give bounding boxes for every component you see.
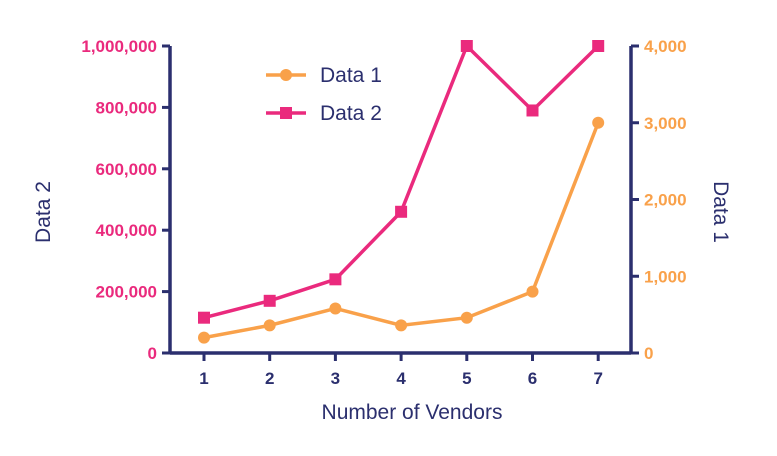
left-tick-label: 600,000 xyxy=(96,160,157,179)
legend-item-data-2: Data 2 xyxy=(266,102,382,125)
series-data-2 xyxy=(198,40,605,324)
right-axis-title: Data 1 xyxy=(709,181,732,243)
x-tick-label: 4 xyxy=(396,369,406,388)
left-axis-title: Data 2 xyxy=(32,181,55,243)
data-point-data-2 xyxy=(592,40,605,52)
left-tick-label: 400,000 xyxy=(96,221,157,240)
data-point-data-1 xyxy=(592,116,605,129)
right-tick-label: 1,000 xyxy=(644,267,687,286)
x-tick-label: 1 xyxy=(199,369,208,388)
x-tick-label: 6 xyxy=(528,369,537,388)
legend-label: Data 2 xyxy=(320,102,382,125)
legend-marker-square xyxy=(280,107,292,119)
axes xyxy=(162,44,639,361)
legend-label: Data 1 xyxy=(320,64,382,87)
data-point-data-1 xyxy=(395,319,408,332)
data-point-data-2 xyxy=(329,273,342,286)
x-tick-label: 3 xyxy=(331,369,340,388)
left-tick-label: 1,000,000 xyxy=(81,37,157,56)
data-point-data-2 xyxy=(395,205,408,218)
legend-item-data-1: Data 1 xyxy=(266,64,382,87)
right-tick-label: 2,000 xyxy=(644,191,687,210)
series-lines xyxy=(198,40,605,344)
x-axis-title: Number of Vendors xyxy=(322,401,503,424)
data-point-data-2 xyxy=(460,40,473,52)
legend-marker-circle xyxy=(280,69,292,81)
left-tick-label: 0 xyxy=(148,344,157,363)
legend: Data 1 Data 2 xyxy=(266,64,382,125)
series-data-1 xyxy=(198,116,605,344)
x-tick-label: 5 xyxy=(462,369,471,388)
right-tick-label: 0 xyxy=(644,344,653,363)
right-tick-label: 3,000 xyxy=(644,114,687,133)
data-point-data-2 xyxy=(198,311,210,324)
data-point-data-2 xyxy=(526,104,539,117)
data-point-data-1 xyxy=(329,302,342,315)
series-line-data-1 xyxy=(203,122,600,340)
data-point-data-1 xyxy=(263,319,276,332)
tick-labels: 0 200,000 400,000 600,000 800,000 1,000,000 0 1… xyxy=(81,37,686,388)
data-point-data-1 xyxy=(526,285,539,298)
data-point-data-2 xyxy=(263,294,276,307)
x-tick-label: 2 xyxy=(265,369,274,388)
left-tick-label: 200,000 xyxy=(96,283,157,302)
left-tick-label: 800,000 xyxy=(96,98,157,117)
x-tick-label: 7 xyxy=(593,369,602,388)
data-point-data-1 xyxy=(198,331,210,344)
right-tick-label: 4,000 xyxy=(644,37,687,56)
data-point-data-1 xyxy=(460,311,473,324)
